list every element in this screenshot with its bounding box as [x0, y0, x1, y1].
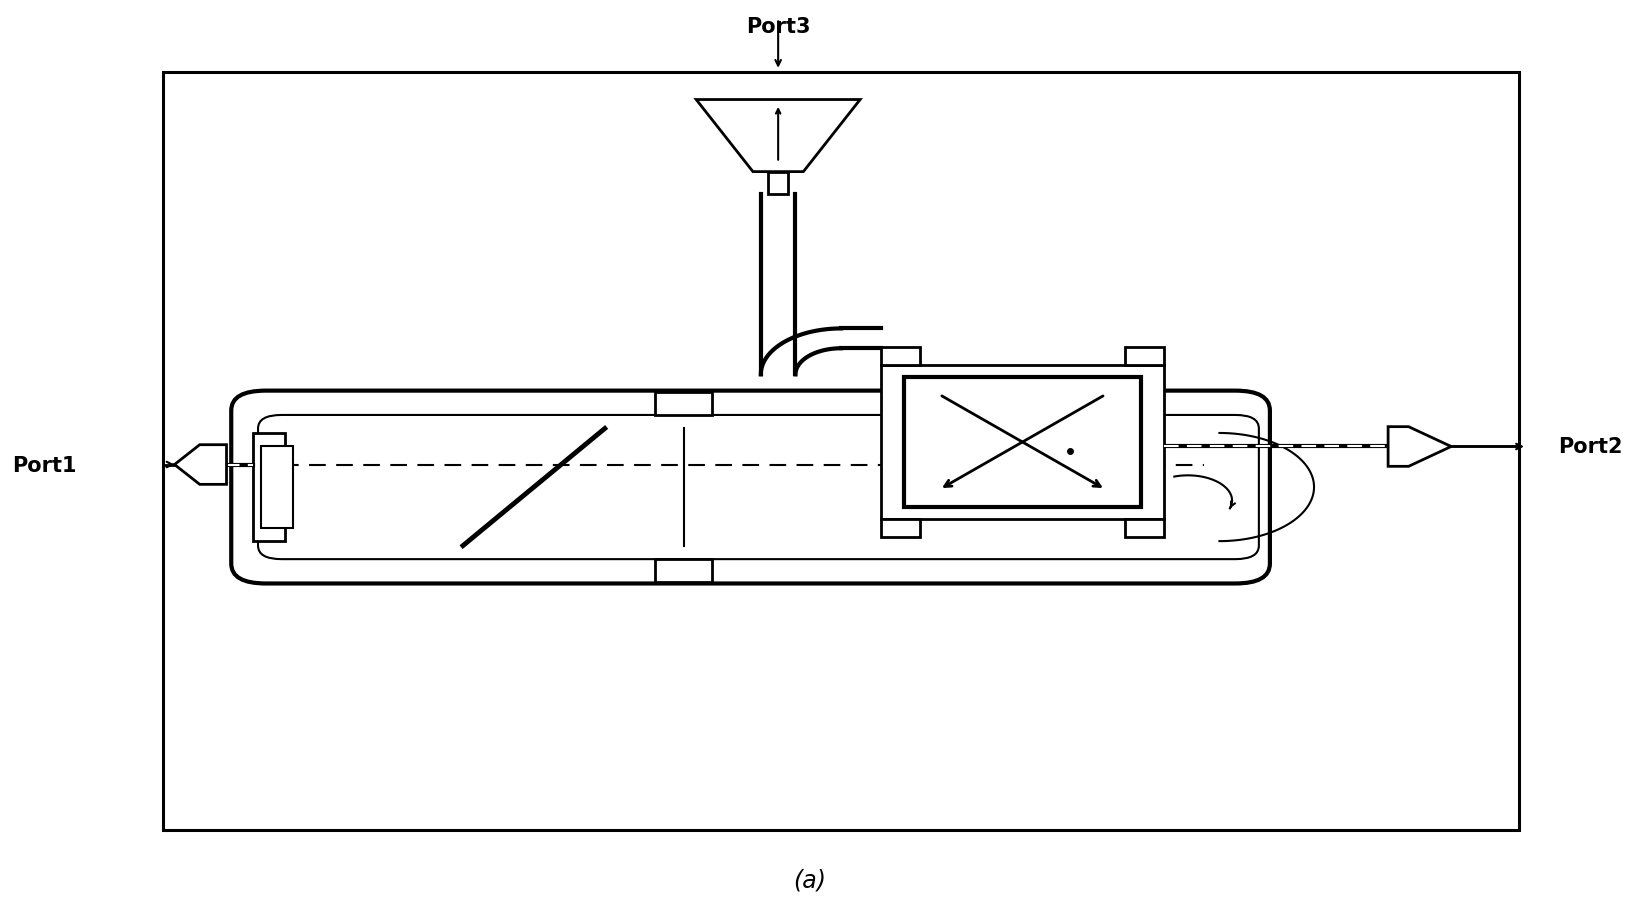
Polygon shape: [1389, 427, 1451, 467]
Bar: [163, 73, 1519, 830]
Bar: [194, 458, 219, 472]
Text: (a): (a): [793, 867, 826, 891]
Bar: [769, 172, 788, 195]
Polygon shape: [175, 445, 227, 485]
Text: Port3: Port3: [746, 17, 811, 37]
Bar: [881, 348, 920, 366]
Bar: [261, 447, 292, 528]
Text: Port2: Port2: [1559, 437, 1622, 457]
Bar: [253, 433, 286, 542]
Bar: [1124, 519, 1164, 537]
Bar: [1124, 348, 1164, 366]
Bar: [881, 366, 1164, 519]
Bar: [654, 560, 712, 582]
Bar: [654, 393, 712, 415]
Text: Port1: Port1: [13, 455, 77, 475]
Polygon shape: [697, 100, 860, 172]
Bar: [904, 377, 1141, 507]
FancyBboxPatch shape: [232, 391, 1270, 584]
Bar: [881, 519, 920, 537]
